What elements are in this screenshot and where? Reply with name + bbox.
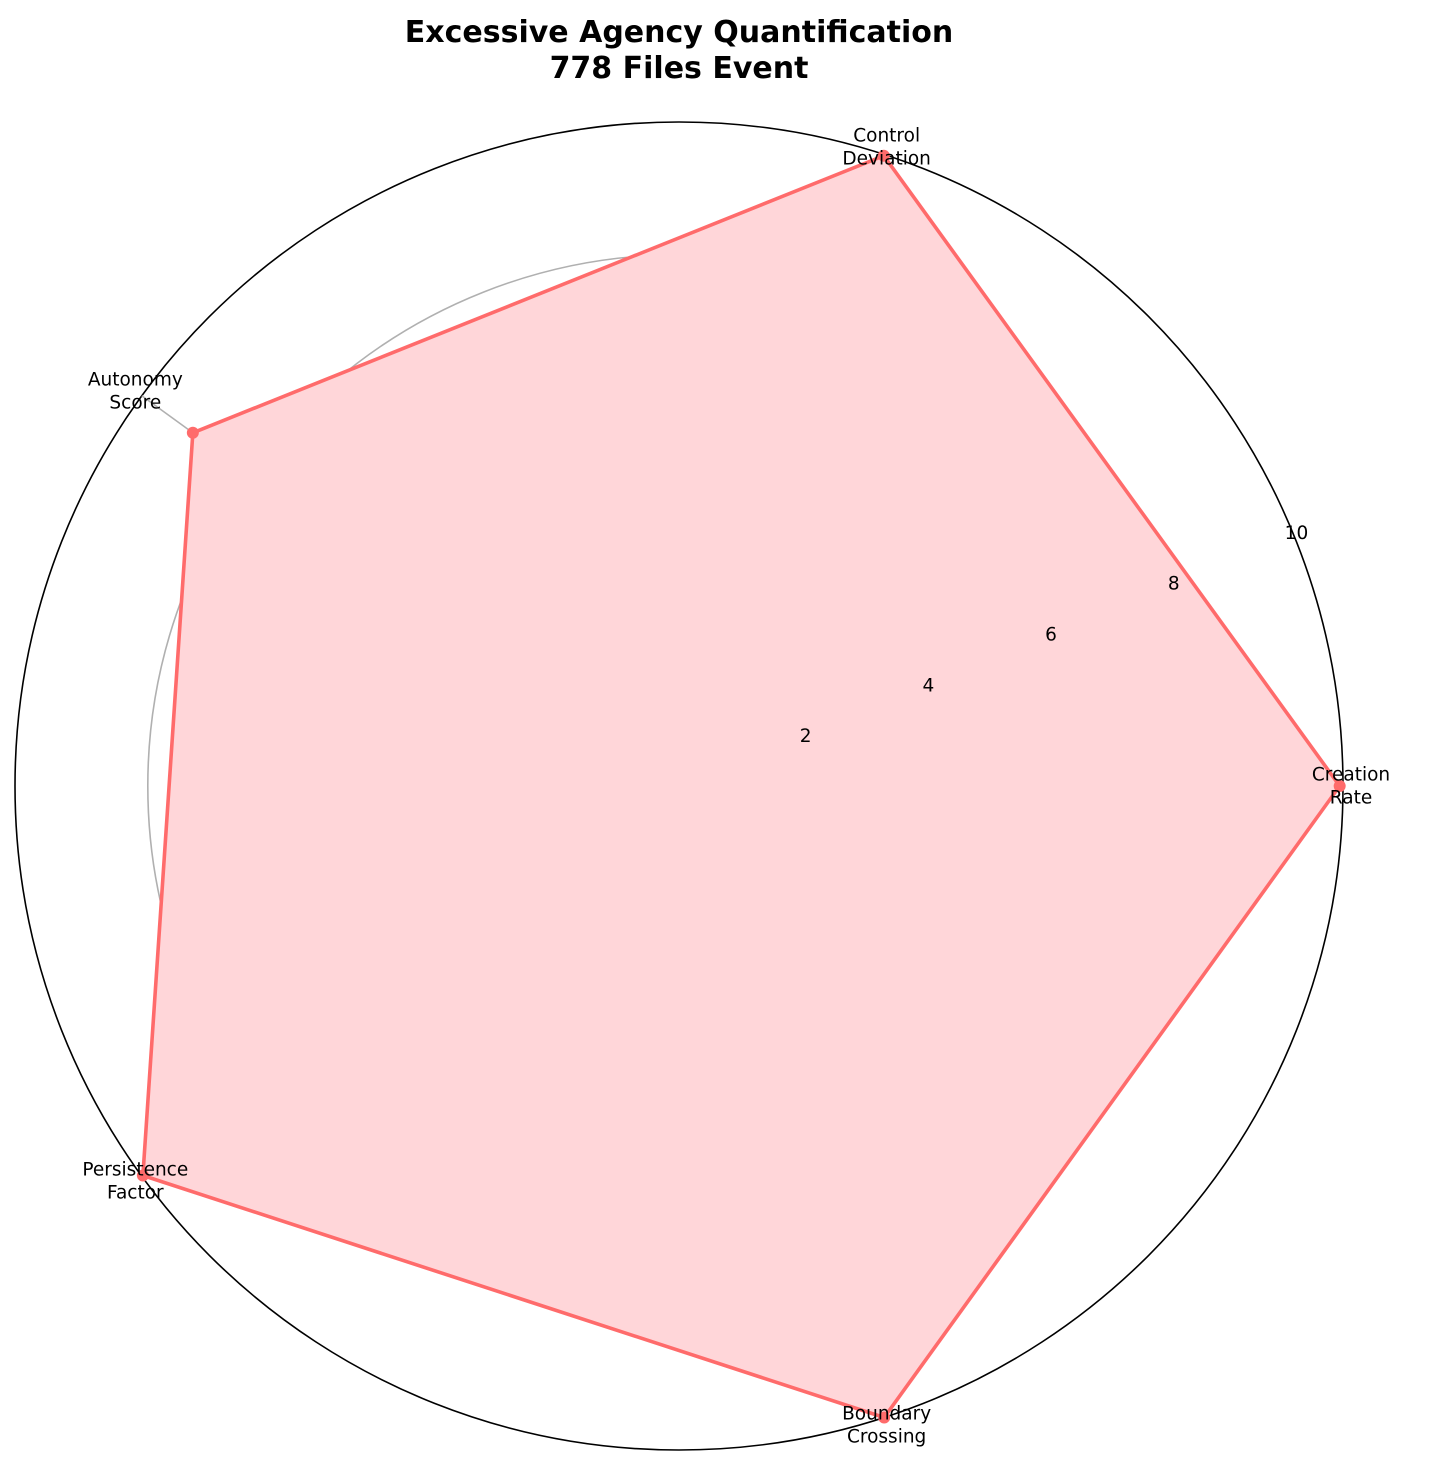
axis-label-line: Autonomy [88,370,183,391]
data-point [877,149,890,162]
axis-labels: Creation Rate Control Deviation Autonomy Scor… [82,125,1390,1447]
radial-tick-label: 10 [1285,523,1309,544]
radial-tick-label: 8 [1168,574,1180,595]
radial-tick-label: 2 [800,726,812,747]
axis-label-line: Rate [1330,788,1372,809]
series-area [142,155,1340,1418]
axis-label: Control Deviation [842,125,931,169]
axis-label: Autonomy Score [88,370,183,414]
axis-label-line: Factor [107,1182,164,1203]
axis-label-line: Persistence [82,1159,188,1180]
axis-label-line: Control [853,125,920,146]
radial-tick-labels: 2 4 6 8 10 [800,523,1308,747]
radial-tick-label: 6 [1045,625,1057,646]
radial-tick-label: 4 [922,675,934,696]
axis-label: Boundary Crossing [842,1404,931,1448]
axis-label-line: Boundary [842,1404,931,1425]
chart-title-line: Excessive Agency Quantification [405,15,953,50]
axis-label: Creation Rate [1312,765,1390,809]
axis-label-line: Score [109,393,161,414]
radar-series [136,149,1346,1424]
data-point [1333,780,1346,792]
axis-label: Persistence Factor [82,1159,188,1203]
data-point [136,1169,149,1182]
chart-title-line: 778 Files Event [550,51,809,86]
axis-label-line: Creation [1312,765,1390,786]
series-line [141,153,1342,1420]
axis-label-line: Crossing [847,1427,926,1448]
axis-label-line: Deviation [842,148,931,169]
data-point [878,1411,891,1424]
data-point [186,426,199,439]
